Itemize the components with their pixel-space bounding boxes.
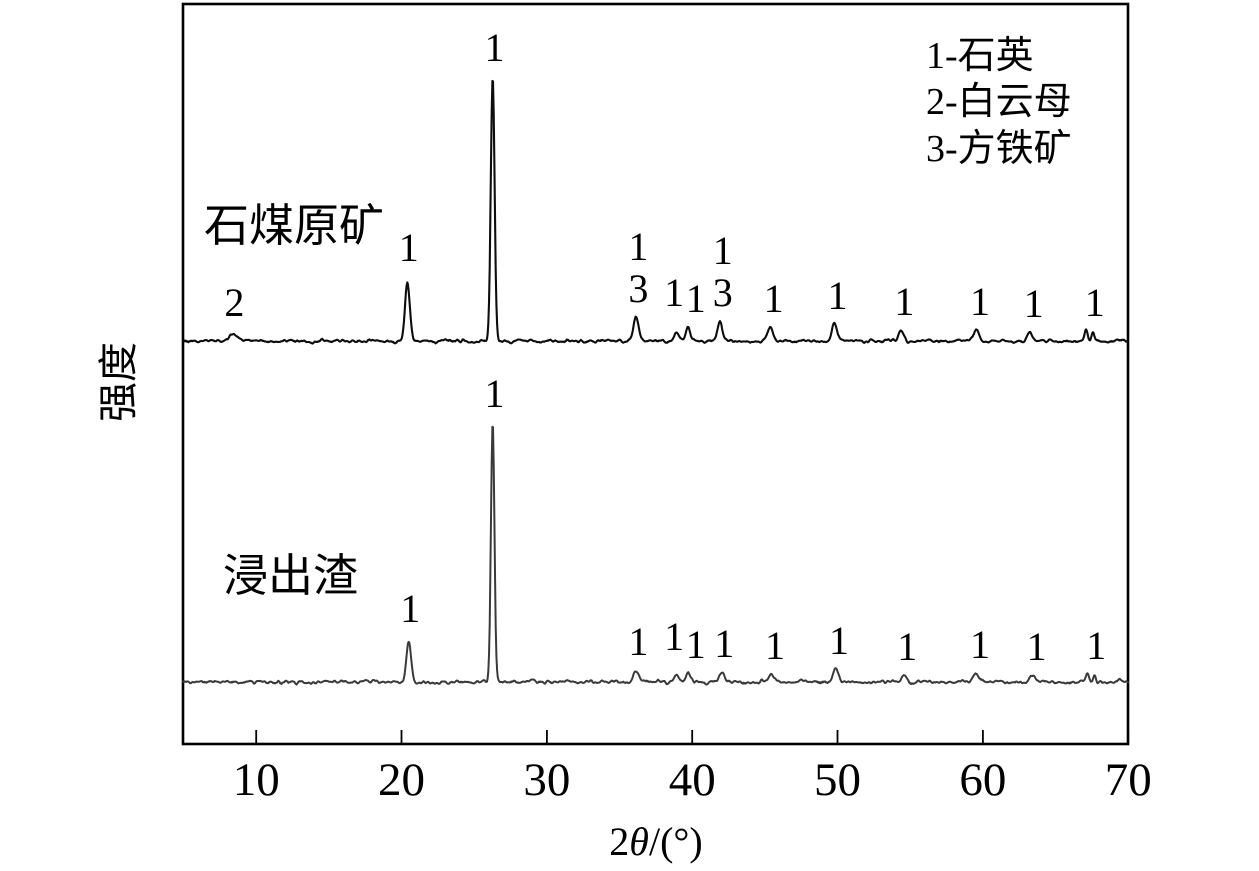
svg-text:70: 70 — [1105, 754, 1152, 806]
svg-text:3-方铁矿: 3-方铁矿 — [926, 128, 1072, 170]
svg-text:1: 1 — [686, 276, 706, 321]
svg-text:3: 3 — [628, 266, 648, 311]
svg-text:3: 3 — [713, 270, 733, 315]
svg-text:1-石英: 1-石英 — [926, 35, 1034, 77]
svg-text:10: 10 — [233, 754, 280, 806]
svg-text:1: 1 — [970, 622, 990, 667]
svg-text:1: 1 — [713, 228, 733, 273]
svg-text:1: 1 — [628, 224, 648, 269]
svg-text:1: 1 — [765, 623, 785, 668]
svg-text:1: 1 — [1086, 623, 1106, 668]
svg-text:1: 1 — [894, 279, 914, 324]
svg-text:1: 1 — [764, 276, 784, 321]
svg-text:40: 40 — [669, 754, 716, 806]
svg-text:2: 2 — [224, 280, 244, 325]
svg-text:1: 1 — [485, 25, 505, 70]
svg-text:1: 1 — [829, 618, 849, 663]
svg-text:1: 1 — [664, 614, 684, 659]
svg-text:1: 1 — [400, 586, 420, 631]
svg-text:1: 1 — [399, 225, 419, 270]
svg-text:2θ/(°): 2θ/(°) — [609, 819, 702, 864]
svg-text:20: 20 — [378, 754, 425, 806]
svg-text:30: 30 — [523, 754, 570, 806]
svg-text:1: 1 — [897, 624, 917, 669]
svg-text:1: 1 — [828, 273, 848, 318]
svg-text:60: 60 — [959, 754, 1006, 806]
svg-text:2-白云母: 2-白云母 — [926, 81, 1072, 123]
svg-text:1: 1 — [1085, 280, 1105, 325]
svg-text:强度: 强度 — [96, 342, 141, 422]
svg-text:1: 1 — [485, 371, 505, 416]
svg-text:1: 1 — [664, 270, 684, 315]
svg-text:浸出渣: 浸出渣 — [223, 551, 358, 601]
svg-text:1: 1 — [714, 621, 734, 666]
svg-text:1: 1 — [970, 279, 990, 324]
svg-text:50: 50 — [814, 754, 861, 806]
svg-text:1: 1 — [686, 622, 706, 667]
svg-text:1: 1 — [1024, 281, 1044, 326]
svg-text:1: 1 — [628, 619, 648, 664]
svg-text:石煤原矿: 石煤原矿 — [204, 201, 384, 251]
svg-text:1: 1 — [1027, 624, 1047, 669]
